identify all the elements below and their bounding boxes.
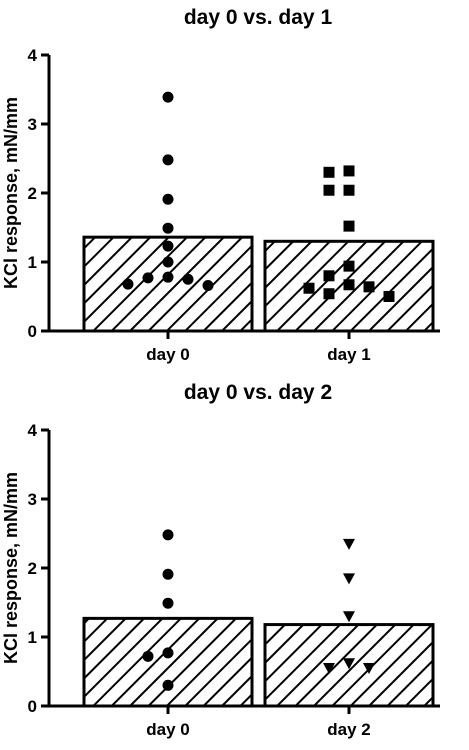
chart-2-svg: day 0 vs. day 2 KCl response, mN/mm 0 1 2 3 4 d… bbox=[1, 381, 440, 739]
bar-day-0 bbox=[82, 235, 254, 333]
data-point-triangle-down bbox=[343, 658, 355, 670]
data-point-circle bbox=[162, 91, 174, 103]
data-point-square bbox=[323, 270, 335, 282]
data-point-circle bbox=[162, 679, 174, 691]
data-point-square bbox=[343, 220, 355, 232]
data-point-circle bbox=[162, 597, 174, 609]
data-point-circle bbox=[162, 222, 174, 234]
data-point-square bbox=[383, 291, 395, 302]
y-tick-label: 0 bbox=[28, 322, 37, 341]
data-point-square bbox=[343, 184, 355, 196]
data-point-circle bbox=[142, 272, 154, 284]
data-point-square bbox=[343, 260, 355, 272]
y-tick-label: 0 bbox=[28, 697, 37, 716]
data-point-circle bbox=[162, 256, 174, 268]
x-tick-label: day 0 bbox=[146, 720, 189, 739]
y-tick-label: 1 bbox=[28, 253, 37, 272]
y-tick-label: 3 bbox=[28, 115, 37, 134]
x-tick-label: day 2 bbox=[327, 720, 370, 739]
data-point-square bbox=[323, 288, 335, 300]
data-point-square bbox=[323, 166, 335, 178]
y-tick-label: 4 bbox=[28, 46, 38, 65]
bar-day-0 bbox=[82, 616, 254, 708]
chart-1-svg: day 0 vs. day 1 KCl response, mN/mm 0 1 2 3 4 d… bbox=[1, 6, 440, 364]
data-point-circle bbox=[162, 647, 174, 659]
y-tick-label: 3 bbox=[28, 490, 37, 509]
data-point-triangle-down bbox=[363, 663, 375, 675]
data-point-circle bbox=[162, 240, 174, 252]
data-point-circle bbox=[162, 529, 174, 541]
y-tick-label: 1 bbox=[28, 628, 37, 647]
x-tick-label: day 1 bbox=[327, 345, 370, 364]
y-tick-label: 2 bbox=[28, 184, 37, 203]
y-tick-label: 4 bbox=[28, 421, 38, 440]
data-point-square bbox=[323, 184, 335, 196]
data-point-circle bbox=[162, 271, 174, 283]
data-point-circle bbox=[162, 568, 174, 580]
data-point-triangle-down bbox=[343, 573, 355, 585]
y-tick-label: 2 bbox=[28, 559, 37, 578]
x-tick-label: day 0 bbox=[146, 345, 189, 364]
data-point-square bbox=[343, 279, 355, 291]
data-point-circle bbox=[122, 278, 134, 290]
data-point-circle bbox=[162, 193, 174, 205]
data-point-square bbox=[303, 282, 315, 294]
chart-title: day 0 vs. day 1 bbox=[184, 6, 333, 29]
data-point-triangle-down bbox=[323, 663, 335, 675]
chart-title: day 0 vs. day 2 bbox=[184, 381, 332, 404]
y-axis-label: KCl response, mN/mm bbox=[1, 97, 21, 289]
data-point-square bbox=[343, 165, 355, 177]
data-point-triangle-down bbox=[343, 611, 355, 623]
data-point-circle bbox=[162, 154, 174, 166]
y-axis-label: KCl response, mN/mm bbox=[1, 472, 21, 664]
data-point-circle bbox=[182, 273, 194, 285]
chart-day0-vs-day1: day 0 vs. day 1 KCl response, mN/mm 0 1 2 3 4 d… bbox=[1, 6, 440, 364]
data-point-triangle-down bbox=[343, 538, 355, 550]
chart-day0-vs-day2: day 0 vs. day 2 KCl response, mN/mm 0 1 2 3 4 d… bbox=[0, 375, 469, 750]
data-point-circle bbox=[202, 279, 214, 291]
data-point-square bbox=[363, 281, 375, 293]
data-point-circle bbox=[142, 650, 154, 662]
